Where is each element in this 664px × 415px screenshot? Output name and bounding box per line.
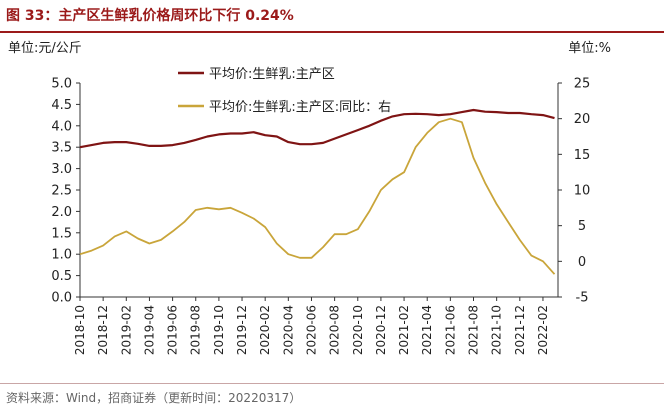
x-tick-label: 2019-02 <box>119 305 133 355</box>
left-tick-label: 3.5 <box>51 141 72 156</box>
x-tick-label: 2021-06 <box>443 305 457 355</box>
left-tick-label: 4.0 <box>51 119 72 134</box>
left-tick-label: 0.5 <box>51 269 72 284</box>
line-chart: 单位:元/公斤 单位:% 0.0 0.5 1.0 1.5 2.0 2.5 3.0 3.5 4.0 4.… <box>8 41 611 355</box>
x-tick-label: 2019-04 <box>142 305 156 355</box>
footer-divider <box>0 383 664 384</box>
left-tick-label: 2.0 <box>51 205 72 220</box>
x-tick-label: 2021-02 <box>397 305 411 355</box>
x-tick-label: 2022-02 <box>536 305 550 355</box>
x-tick-label: 2019-10 <box>212 305 226 355</box>
x-tick-label: 2019-06 <box>166 305 180 355</box>
right-tick-label: 25 <box>574 77 591 92</box>
x-tick-label: 2020-10 <box>351 305 365 355</box>
right-tick-label: 20 <box>574 112 591 127</box>
source-note: 资料来源：Wind，招商证券（更新时间：20220317） <box>6 391 302 405</box>
left-tick-label: 5.0 <box>51 77 72 92</box>
right-tick-label: -5 <box>576 291 589 306</box>
chart-title: 图 33：主产区生鲜乳价格周环比下行 0.24% <box>6 8 294 24</box>
left-tick-label: 0.0 <box>51 291 72 306</box>
x-tick-label: 2018-10 <box>73 305 87 355</box>
left-tick-label: 4.5 <box>51 98 72 113</box>
price-series-line <box>79 108 555 149</box>
x-tick-label: 2020-12 <box>374 305 388 355</box>
left-tick-label: 2.5 <box>51 184 72 199</box>
x-tick-label: 2020-06 <box>304 305 318 355</box>
x-tick-label: 2020-02 <box>258 305 272 355</box>
x-tick-label: 2021-08 <box>467 305 481 355</box>
x-tick-label: 2021-12 <box>513 305 527 355</box>
legend-label: 平均价:生鲜乳:主产区:同比：右 <box>209 100 391 115</box>
legend-label: 平均价:生鲜乳:主产区 <box>209 67 335 82</box>
x-tick-label: 2019-08 <box>189 305 203 355</box>
x-tick-label: 2021-10 <box>490 305 504 355</box>
x-tick-label: 2019-12 <box>235 305 249 355</box>
left-tick-label: 1.0 <box>51 248 72 263</box>
yoy-series-line <box>79 117 556 275</box>
right-tick-label: 10 <box>574 184 591 199</box>
x-tick-label: 2021-04 <box>420 305 434 355</box>
title-divider <box>0 31 664 33</box>
left-tick-label: 3.0 <box>51 162 72 177</box>
x-tick-label: 2020-04 <box>281 305 295 355</box>
right-tick-label: 15 <box>574 148 591 163</box>
right-tick-label: 5 <box>578 219 586 234</box>
right-unit-label: 单位:% <box>568 41 611 56</box>
left-unit-label: 单位:元/公斤 <box>8 41 82 56</box>
x-tick-label: 2020-08 <box>328 305 342 355</box>
right-tick-label: 0 <box>578 255 586 270</box>
x-tick-label: 2018-12 <box>96 305 110 355</box>
left-tick-label: 1.5 <box>51 226 72 241</box>
